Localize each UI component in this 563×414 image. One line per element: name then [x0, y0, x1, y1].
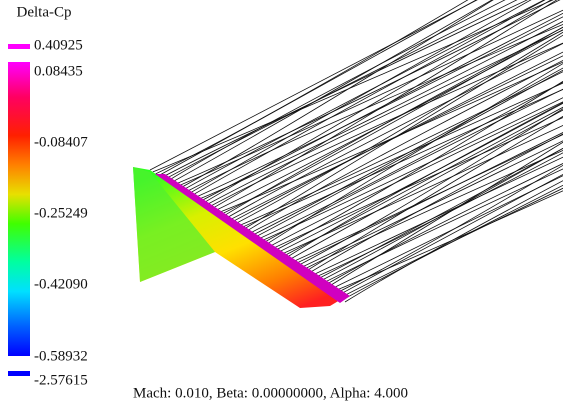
leading-edge-strip — [155, 174, 350, 303]
wake-line — [288, 134, 563, 265]
wake-line — [189, 0, 546, 198]
legend-label: -0.08407 — [34, 134, 88, 150]
legend-label: -0.58932 — [34, 348, 88, 364]
wake-line — [155, 0, 469, 175]
wake-line — [172, 0, 561, 186]
wake-line — [248, 67, 563, 238]
wake-line — [333, 164, 563, 295]
wake-line — [245, 88, 563, 236]
wake-line — [163, 0, 518, 180]
wake-line — [223, 42, 563, 221]
wake-line — [285, 109, 563, 263]
wake-line — [180, 0, 545, 192]
legend-min-swatch — [8, 371, 30, 376]
wake-line — [166, 0, 506, 182]
wake-line — [313, 147, 563, 282]
wake-line — [293, 108, 563, 268]
wake-line — [254, 81, 563, 242]
wake-line — [149, 0, 478, 171]
wake-line — [200, 0, 551, 205]
wake-line — [305, 133, 563, 276]
wake-line — [169, 0, 493, 184]
wake-line — [310, 152, 563, 280]
wake-line — [161, 0, 528, 179]
wake-line — [203, 29, 563, 207]
wake-line — [231, 31, 563, 226]
legend-max-swatch — [8, 44, 30, 49]
wake-line — [228, 51, 563, 224]
wake-line — [209, 0, 558, 211]
wake-line — [319, 168, 563, 286]
legend-label: -2.57615 — [34, 372, 88, 388]
wake-line — [237, 82, 563, 230]
wake-line — [262, 63, 563, 247]
legend-label: -0.42090 — [34, 276, 88, 292]
wake-line — [178, 0, 494, 190]
wake-line — [220, 26, 563, 219]
wake-line — [158, 0, 478, 177]
wake-line — [197, 12, 563, 203]
footer: Mach: 0.010, Beta: 0.00000000, Alpha: 4.… — [133, 385, 408, 401]
wake-line — [336, 173, 563, 297]
wake-line — [265, 101, 563, 249]
legend-label: -0.25249 — [34, 205, 88, 221]
wake-line — [192, 16, 563, 200]
wake-line — [322, 163, 563, 288]
wake-line — [206, 42, 563, 209]
wake-line — [183, 23, 563, 194]
wake-line — [268, 117, 563, 251]
wake-line — [327, 175, 563, 291]
wake-line — [339, 187, 563, 299]
wake-line — [186, 0, 532, 196]
wake-line — [296, 140, 563, 270]
colorbar — [8, 62, 30, 356]
wake-line — [240, 34, 563, 232]
wake-line — [299, 150, 563, 272]
wake-line — [175, 9, 563, 188]
wake-line — [226, 55, 563, 223]
wake-line — [341, 184, 563, 301]
wake-lines — [149, 0, 563, 303]
wake-line — [282, 102, 563, 261]
wake-line — [271, 80, 563, 253]
legend-label: 0.08435 — [34, 63, 83, 79]
wake-line — [316, 147, 563, 284]
wake-line — [291, 132, 563, 267]
wake-line — [344, 180, 563, 303]
wing-surface — [133, 167, 340, 308]
wake-line — [302, 115, 563, 274]
wake-line — [243, 59, 563, 234]
wing-root — [133, 167, 215, 282]
legend-title: Delta-Cp — [17, 4, 72, 20]
legend-label: 0.40925 — [34, 37, 83, 53]
wake-line — [260, 88, 563, 245]
